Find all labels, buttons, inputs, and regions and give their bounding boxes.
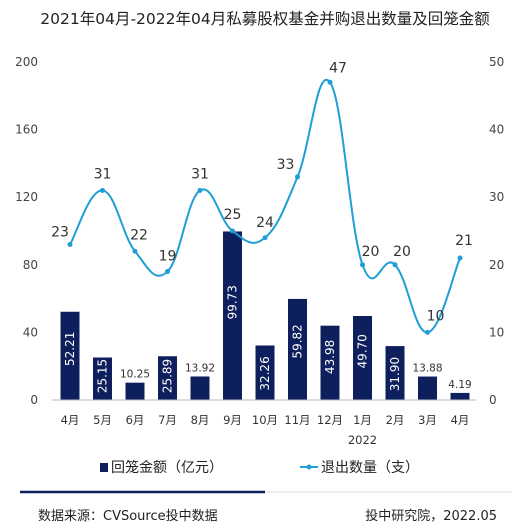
line-point xyxy=(165,269,170,275)
line-labels: 23 31 22 19 31 25 24 33 47 20 20 10 21 xyxy=(51,60,473,324)
right-tick-label: 20 xyxy=(489,258,504,272)
line-point xyxy=(132,248,138,254)
line-point xyxy=(262,235,268,241)
left-tick-label: 160 xyxy=(15,123,38,137)
bar-value-label: 49.70 xyxy=(356,334,370,368)
line-value-label: 47 xyxy=(329,60,347,76)
bar xyxy=(450,392,470,400)
line-point xyxy=(100,187,105,193)
legend-bar-label: 回笼金额（亿元） xyxy=(111,459,223,476)
bar-value-label: 4.19 xyxy=(448,379,471,391)
line-points xyxy=(67,79,463,335)
right-tick-label: 50 xyxy=(489,55,504,69)
legend-line-marker xyxy=(306,464,312,470)
category-label: 12月 xyxy=(317,413,343,427)
category-label: 8月 xyxy=(191,413,210,427)
line-value-label: 33 xyxy=(277,157,295,173)
line-value-label: 21 xyxy=(455,233,473,249)
category-label: 2月 xyxy=(386,413,405,427)
left-tick-label: 120 xyxy=(15,190,38,204)
right-axis: 0 10 20 30 40 50 xyxy=(489,55,504,407)
bar xyxy=(60,311,80,400)
bar-value-label: 32.26 xyxy=(258,356,272,390)
category-label: 4月 xyxy=(451,413,470,427)
bar-labels: 52.21 25.15 10.25 25.89 13.92 99.73 32.26 59.82… xyxy=(63,285,472,393)
line-series xyxy=(69,78,461,334)
line-point xyxy=(197,187,203,193)
year-label: 2022 xyxy=(348,433,377,447)
left-tick-label: 80 xyxy=(23,258,38,272)
line-point xyxy=(360,262,365,268)
bar-value-label: 52.21 xyxy=(63,332,77,366)
bar-value-label: 99.73 xyxy=(226,285,240,319)
bar-value-label: 25.89 xyxy=(161,359,175,393)
line-value-label: 22 xyxy=(130,227,148,243)
legend: 回笼金额（亿元） 退出数量（支） xyxy=(100,459,419,476)
line-value-label: 10 xyxy=(427,308,445,324)
right-tick-label: 40 xyxy=(489,123,504,137)
bar xyxy=(418,376,437,400)
line-point xyxy=(67,242,73,248)
line-value-label: 20 xyxy=(393,244,411,260)
legend-line-label: 退出数量（支） xyxy=(321,460,419,476)
left-tick-label: 40 xyxy=(23,325,38,339)
bar xyxy=(158,356,177,400)
line-point xyxy=(457,255,463,261)
line-value-label: 19 xyxy=(159,249,177,265)
category-label: 4月 xyxy=(61,413,80,427)
line-point xyxy=(230,228,235,234)
chart-title: 2021年04月-2022年04月私募股权基金并购退出数量及回笼金额 xyxy=(40,10,490,28)
bar-value-label: 43.98 xyxy=(323,340,337,374)
line-point xyxy=(327,79,333,85)
left-axis: 0 40 80 120 160 200 xyxy=(15,55,38,407)
source-note: 数据来源：CVSource投中数据 xyxy=(38,508,218,524)
category-label: 11月 xyxy=(284,413,310,427)
bar xyxy=(223,231,242,400)
category-label: 7月 xyxy=(158,413,177,427)
category-label: 6月 xyxy=(126,413,145,427)
bar-value-label: 13.92 xyxy=(185,362,215,374)
category-label: 5月 xyxy=(93,413,112,427)
bar-value-label: 10.25 xyxy=(120,369,150,381)
category-label: 9月 xyxy=(223,413,242,427)
right-tick-label: 10 xyxy=(489,325,504,339)
category-labels: 4月 5月 6月 7月 8月 9月 10月 11月 12月 1月 2月 3月 4月 xyxy=(61,413,470,427)
category-label: 10月 xyxy=(252,413,278,427)
left-tick-label: 200 xyxy=(15,55,38,69)
bar xyxy=(190,376,210,400)
category-label: 1月 xyxy=(353,413,372,427)
bar-value-label: 13.88 xyxy=(412,363,442,375)
line-value-label: 31 xyxy=(191,166,209,182)
line-point xyxy=(295,174,300,180)
bar xyxy=(125,382,145,400)
right-tick-label: 0 xyxy=(489,393,497,407)
bar-value-label: 59.82 xyxy=(291,324,305,358)
bar xyxy=(93,357,112,400)
bar xyxy=(288,298,307,400)
bar-value-label: 31.90 xyxy=(388,357,402,391)
bar xyxy=(255,345,275,400)
line-point xyxy=(392,262,398,268)
bar xyxy=(320,325,340,400)
right-tick-label: 30 xyxy=(489,190,504,204)
line-value-label: 31 xyxy=(94,166,112,182)
line-point xyxy=(425,329,430,335)
line-value-label: 24 xyxy=(256,215,274,231)
left-tick-label: 0 xyxy=(30,393,38,407)
bar xyxy=(385,346,405,400)
legend-bar-swatch xyxy=(100,463,108,472)
bar xyxy=(353,316,372,400)
line-value-label: 20 xyxy=(362,244,380,260)
line-value-label: 23 xyxy=(51,225,69,241)
category-label: 3月 xyxy=(418,413,437,427)
bar-series xyxy=(60,231,470,400)
bar-value-label: 25.15 xyxy=(96,359,110,393)
org-note: 投中研究院，2022.05 xyxy=(365,508,497,524)
line-value-label: 25 xyxy=(224,207,242,223)
